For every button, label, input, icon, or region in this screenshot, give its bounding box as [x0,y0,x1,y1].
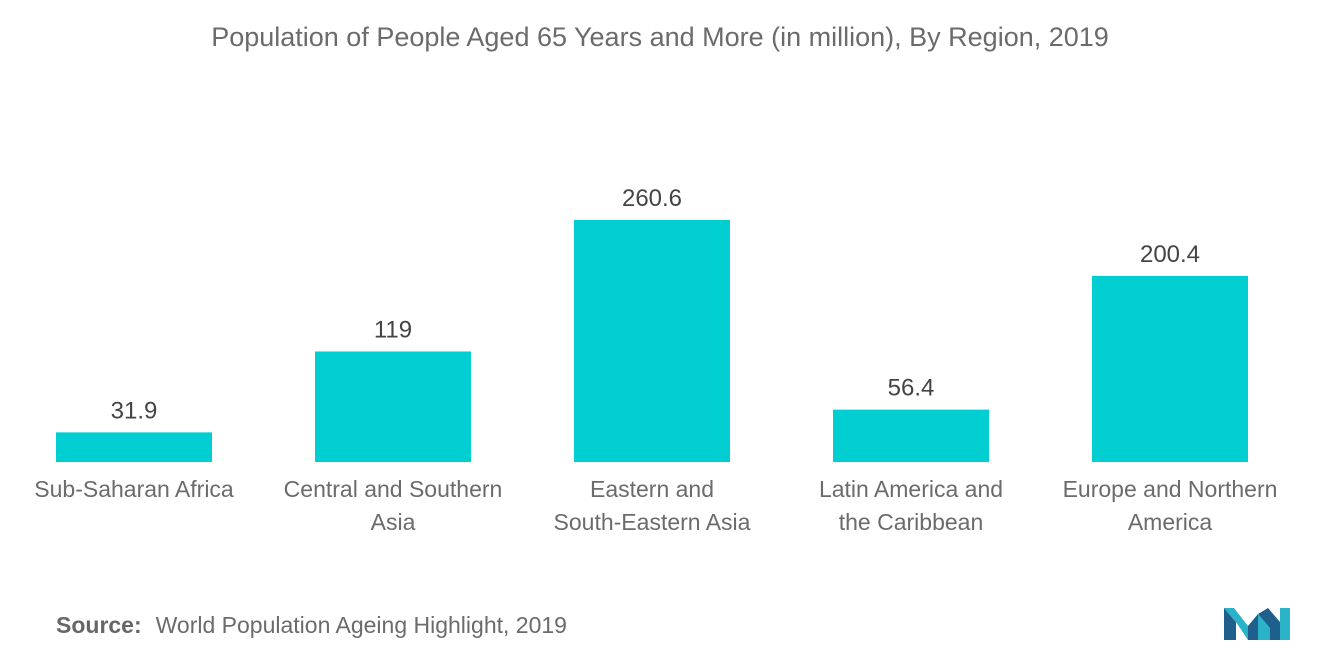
value-label-2: 260.6 [622,185,682,212]
bar-1 [315,351,471,462]
value-label-3: 56.4 [888,375,935,402]
category-label-1-line-1: Asia [371,509,416,535]
source-label: Source: [56,612,142,638]
bar-chart: 31.9 Sub-Saharan Africa 119 Central and Sou… [34,185,1278,535]
chart-title: Population of People Aged 65 Years and M… [211,22,1109,52]
category-label-0-line-0: Sub-Saharan Africa [34,476,234,502]
value-label-1: 119 [374,316,412,343]
category-label-1-line-0: Central and Southern [284,476,503,502]
bar-0 [56,432,212,462]
value-label-0: 31.9 [111,397,158,424]
value-label-4: 200.4 [1140,241,1200,268]
bar-2 [574,220,730,462]
category-label-4-line-0: Europe and Northern [1063,476,1278,502]
category-label-2-line-1: South-Eastern Asia [554,509,751,535]
category-label-3-line-1: the Caribbean [839,509,984,535]
source-text: World Population Ageing Highlight, 2019 [155,612,567,638]
source-note: Source: World Population Ageing Highlight… [56,612,567,639]
bar-3 [833,409,989,462]
category-label-4-line-1: America [1128,509,1213,535]
bar-4 [1092,275,1248,462]
category-label-2-line-0: Eastern and [590,476,714,502]
category-label-3-line-0: Latin America and [819,476,1003,502]
mordor-intelligence-logo-icon [1224,608,1290,640]
